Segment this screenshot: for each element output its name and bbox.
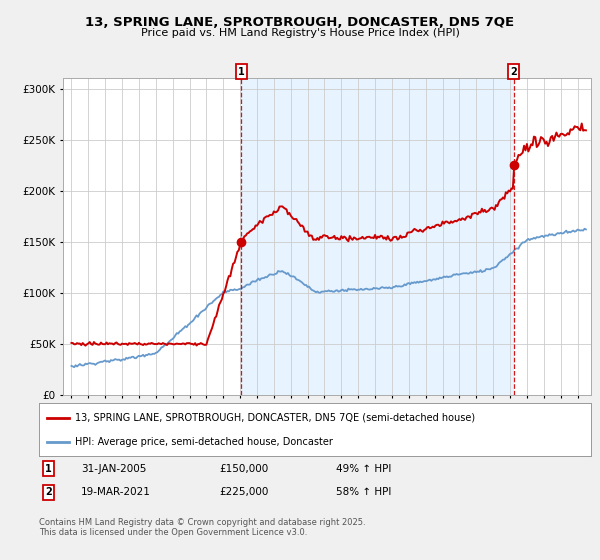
Text: 49% ↑ HPI: 49% ↑ HPI <box>336 464 391 474</box>
Text: 58% ↑ HPI: 58% ↑ HPI <box>336 487 391 497</box>
Text: 19-MAR-2021: 19-MAR-2021 <box>81 487 151 497</box>
Bar <box>241 78 514 395</box>
Text: Contains HM Land Registry data © Crown copyright and database right 2025.
This d: Contains HM Land Registry data © Crown c… <box>39 518 365 538</box>
Text: 13, SPRING LANE, SPROTBROUGH, DONCASTER, DN5 7QE (semi-detached house): 13, SPRING LANE, SPROTBROUGH, DONCASTER,… <box>75 413 475 423</box>
Text: 1: 1 <box>45 464 52 474</box>
Text: 13, SPRING LANE, SPROTBROUGH, DONCASTER, DN5 7QE: 13, SPRING LANE, SPROTBROUGH, DONCASTER,… <box>85 16 515 29</box>
Text: £225,000: £225,000 <box>219 487 268 497</box>
Text: Price paid vs. HM Land Registry's House Price Index (HPI): Price paid vs. HM Land Registry's House … <box>140 28 460 38</box>
Text: 31-JAN-2005: 31-JAN-2005 <box>81 464 146 474</box>
Text: 2: 2 <box>45 487 52 497</box>
Text: HPI: Average price, semi-detached house, Doncaster: HPI: Average price, semi-detached house,… <box>75 437 333 447</box>
Text: £150,000: £150,000 <box>219 464 268 474</box>
Text: 2: 2 <box>510 67 517 77</box>
Text: 1: 1 <box>238 67 245 77</box>
